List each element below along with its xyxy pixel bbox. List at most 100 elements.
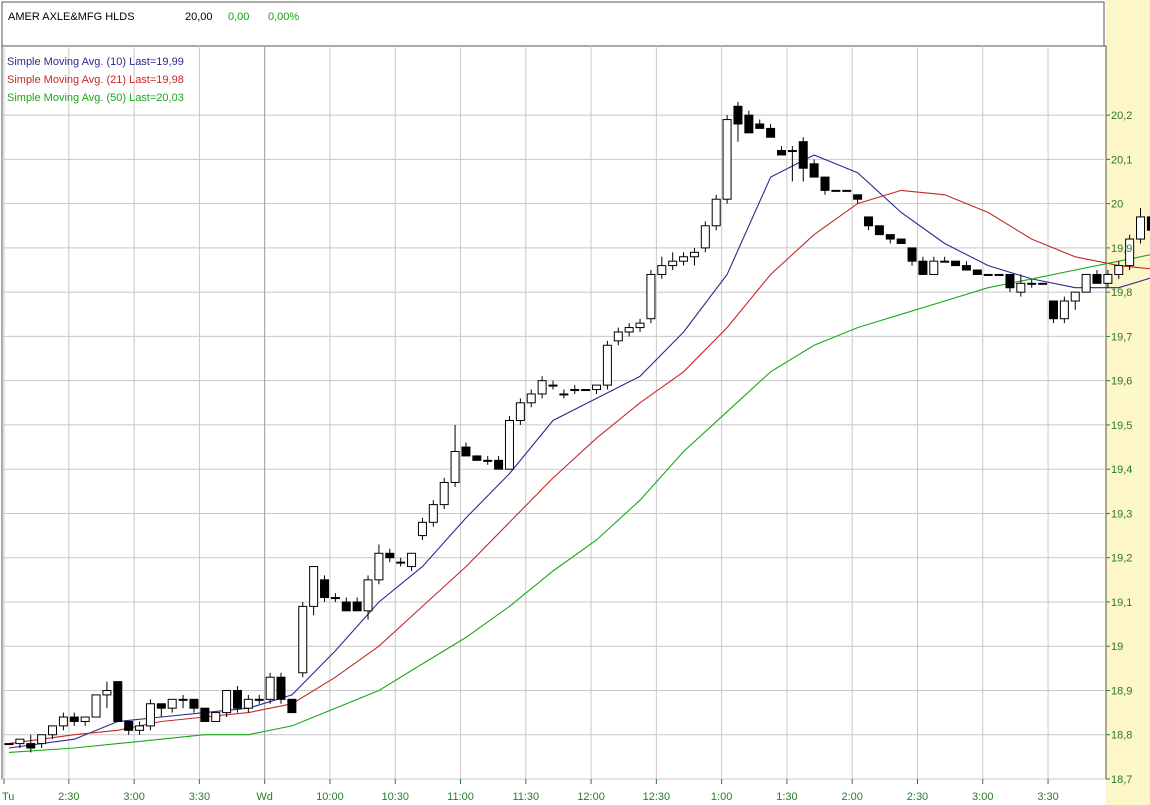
candle-body [363, 579, 373, 612]
candle-body [91, 694, 101, 718]
candle [1103, 270, 1113, 288]
candle-body [167, 698, 177, 709]
candle-body [1027, 282, 1037, 285]
price-change-pct: 0,00% [268, 11, 299, 23]
candle-body [211, 712, 221, 722]
candle [211, 712, 221, 722]
candle [700, 221, 710, 253]
candle [254, 694, 264, 704]
x-tick-label: 12:30 [643, 791, 671, 803]
candle-body [885, 234, 895, 240]
candle-body [1114, 265, 1124, 275]
x-tick-label: 10:30 [381, 791, 409, 803]
candle-body [798, 141, 808, 169]
candle-body [570, 389, 580, 392]
y-tick-label: 19,7 [1111, 331, 1132, 343]
candle [722, 115, 732, 204]
candle [515, 398, 525, 425]
x-tick-label: 11:00 [447, 791, 474, 803]
candle-body [711, 198, 721, 227]
candle-body [853, 194, 863, 200]
candle [145, 699, 155, 731]
candle [940, 256, 950, 263]
candle [91, 694, 101, 718]
candle [472, 455, 482, 461]
candle [102, 681, 112, 709]
candle [167, 698, 177, 713]
candle-body [722, 119, 732, 200]
candle-body [265, 676, 275, 700]
candle-body [145, 703, 155, 727]
candle-body [113, 681, 123, 722]
candle [1059, 296, 1069, 324]
candle [994, 273, 1004, 276]
x-tick-label: 10:00 [316, 791, 344, 803]
candle [352, 597, 362, 612]
candle [287, 698, 297, 714]
candle [58, 712, 68, 731]
price-change: 0,00 [228, 11, 249, 23]
candle [602, 340, 612, 390]
x-tick-label: Tu [2, 791, 14, 803]
candle-body [700, 225, 710, 249]
candle-body [613, 331, 623, 342]
candle [526, 389, 536, 408]
candle [222, 689, 232, 718]
candle [679, 252, 689, 266]
y-tick-label: 19,6 [1111, 376, 1132, 388]
candle-body [461, 446, 471, 457]
candle [798, 137, 808, 182]
candle [1016, 274, 1026, 297]
candle-body [548, 384, 558, 387]
x-tick-label: 2:30 [907, 791, 928, 803]
candle [918, 256, 928, 275]
candle-body [994, 273, 1004, 276]
candle-body [1081, 273, 1091, 293]
candle [69, 712, 79, 726]
candle-body [918, 260, 928, 275]
candle-body [776, 150, 786, 156]
candle-body [1146, 216, 1150, 231]
moving-average-lines [8, 154, 1150, 753]
candle-body [559, 393, 569, 396]
candle [483, 455, 493, 465]
candle-body [287, 698, 297, 714]
candle-body [385, 552, 395, 559]
candle [635, 318, 645, 332]
candle [972, 269, 982, 275]
candle [309, 566, 319, 616]
candle [417, 517, 427, 541]
candle [961, 261, 971, 271]
candle [494, 455, 504, 470]
candle [330, 593, 340, 602]
candle-body [602, 344, 612, 386]
candle-body [635, 322, 645, 329]
candle-body [439, 481, 449, 506]
candle-body [787, 150, 797, 153]
candle-body [15, 738, 25, 745]
candle [559, 389, 569, 399]
candle-body [26, 743, 36, 749]
price-axis-panel [1106, 0, 1150, 805]
candle-body [668, 260, 678, 267]
candle-body [309, 566, 319, 607]
candle-body [657, 265, 667, 275]
candle-body [80, 716, 90, 722]
x-tick-label: 3:30 [1037, 791, 1058, 803]
last-price: 20,00 [185, 11, 213, 23]
candle-body [483, 459, 493, 462]
candle-body [1070, 291, 1080, 302]
candle-body [1016, 282, 1026, 293]
candle-body [37, 734, 47, 745]
candle-body [396, 561, 406, 564]
candle-body [1059, 300, 1069, 320]
candle-body [450, 450, 460, 483]
candle-body [842, 189, 852, 192]
symbol-title: AMER AXLE&MFG HLDS [8, 11, 135, 23]
y-tick-label: 18,8 [1111, 730, 1132, 742]
candle-body [320, 579, 330, 599]
candle [178, 694, 188, 709]
candle [907, 247, 917, 266]
candle [983, 273, 993, 276]
